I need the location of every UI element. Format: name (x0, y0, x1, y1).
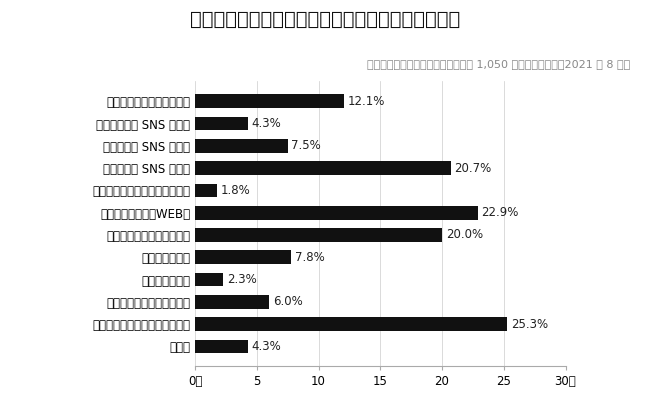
Bar (195, 184, 217, 197)
Bar (195, 206, 478, 220)
Bar (195, 295, 269, 309)
Text: 7.8%: 7.8% (295, 251, 325, 264)
Text: 20.7%: 20.7% (454, 162, 491, 175)
Bar (195, 250, 291, 264)
Text: 20.0%: 20.0% (446, 228, 483, 241)
Text: 6.0%: 6.0% (273, 295, 302, 309)
Text: 7.5%: 7.5% (291, 139, 321, 152)
Bar (195, 273, 224, 287)
Text: 22.9%: 22.9% (482, 206, 519, 219)
Bar (195, 228, 442, 242)
Text: 吸水型サニタリーショーツの認知者 1,050 人にアンケート（2021 年 8 月）: 吸水型サニタリーショーツの認知者 1,050 人にアンケート（2021 年 8 … (367, 59, 630, 69)
Text: 4.3%: 4.3% (252, 117, 281, 130)
Bar (195, 117, 248, 131)
Bar (195, 139, 287, 153)
Text: 12.1%: 12.1% (348, 95, 385, 108)
Bar (195, 161, 450, 175)
Bar (195, 339, 248, 353)
Text: 1.8%: 1.8% (221, 184, 251, 197)
Text: 2.3%: 2.3% (227, 273, 257, 286)
Bar (195, 94, 344, 108)
Text: 25.3%: 25.3% (511, 317, 549, 330)
Text: 4.3%: 4.3% (252, 340, 281, 353)
Text: 吸水型サニタリーショーツの認知経路（複数回答）: 吸水型サニタリーショーツの認知経路（複数回答） (190, 10, 460, 29)
Bar (195, 317, 508, 331)
